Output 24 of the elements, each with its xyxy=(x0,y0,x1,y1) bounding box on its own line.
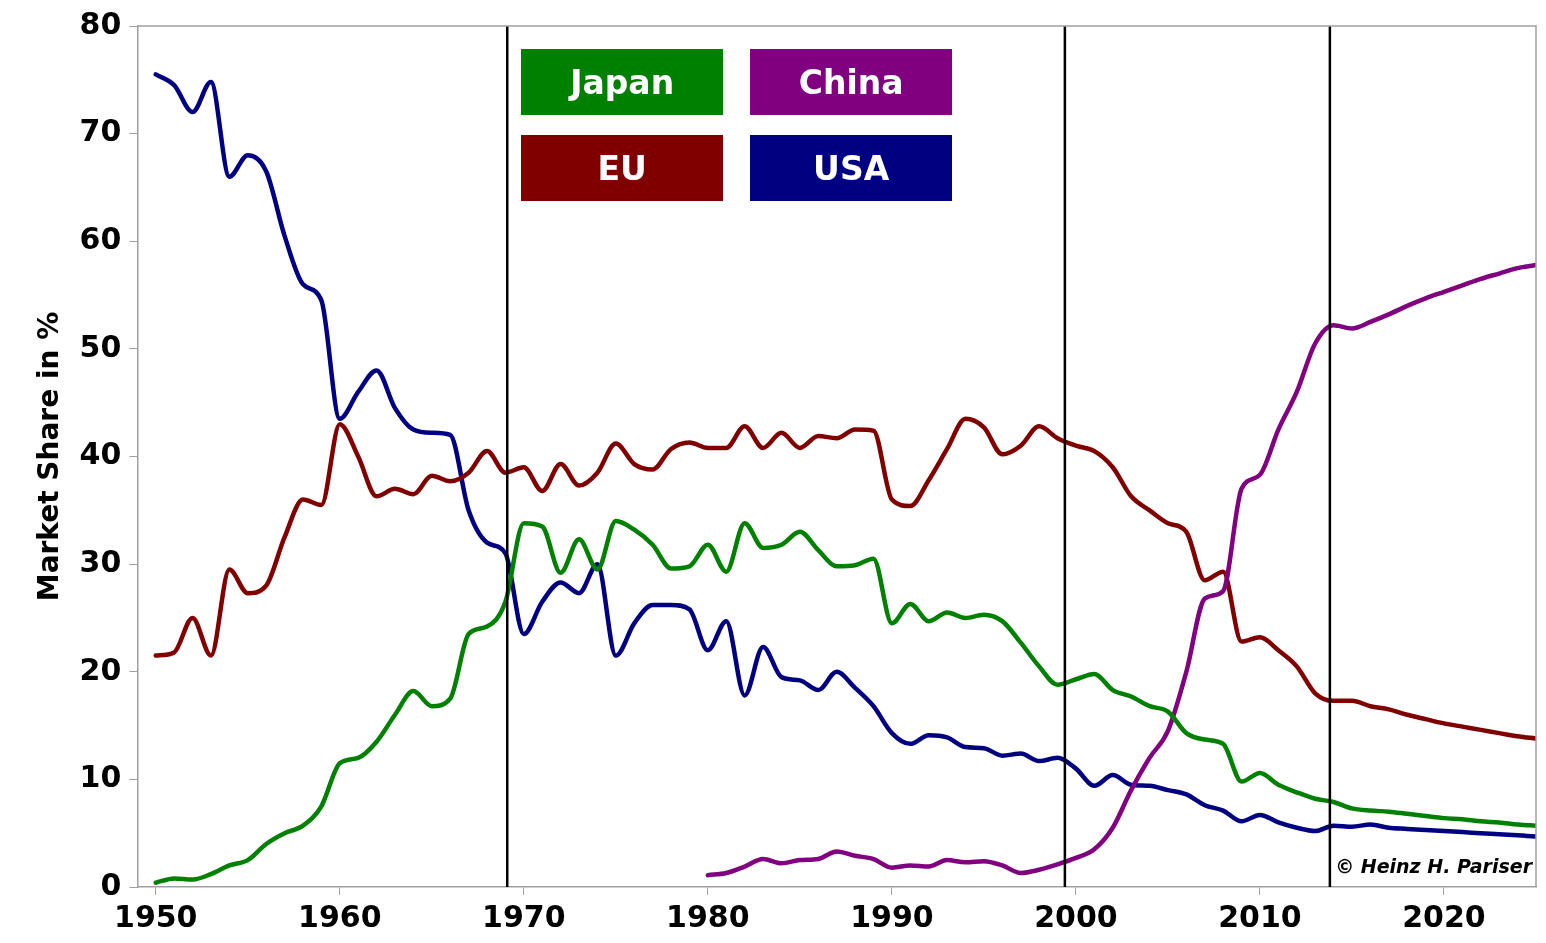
y-axis-title: Market Share in % xyxy=(32,311,66,602)
y-tick-label: 10 xyxy=(79,759,122,795)
line-series xyxy=(705,262,1536,878)
y-tick-label: 50 xyxy=(79,328,122,364)
y-tick-label: 20 xyxy=(79,651,122,687)
text: China xyxy=(750,49,953,115)
x-tick-label: 2000 xyxy=(1034,898,1118,934)
x-tick-label: 1980 xyxy=(666,898,750,934)
x-tick-label: 2010 xyxy=(1218,898,1302,934)
x-tick-label: 1970 xyxy=(482,898,566,934)
x-tick-label: 1990 xyxy=(850,898,934,934)
line-series xyxy=(153,518,1536,885)
y-tick-label: 30 xyxy=(79,543,122,579)
y-tick-label: 80 xyxy=(79,5,122,41)
text: Japan xyxy=(521,49,724,115)
y-tick-label: 40 xyxy=(79,436,122,472)
y-tick-label: 60 xyxy=(79,221,122,257)
x-tick-label: 1960 xyxy=(298,898,382,934)
text: USA xyxy=(750,135,953,201)
y-tick-label: 70 xyxy=(79,113,122,149)
line-series xyxy=(153,416,1536,741)
text: EU xyxy=(521,135,724,201)
x-tick-label: 2020 xyxy=(1402,898,1486,934)
annotation: © Heinz H. Pariser xyxy=(1335,855,1532,877)
